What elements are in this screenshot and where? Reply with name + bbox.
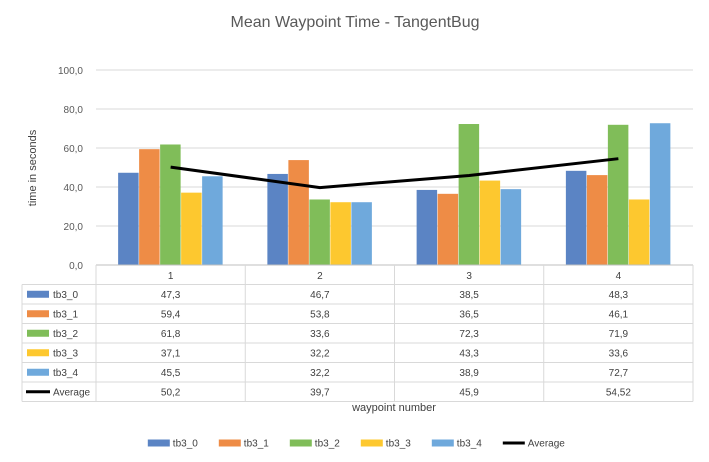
bar-tb3_0: [416, 189, 438, 265]
average-line-group: [170, 157, 619, 190]
y-tick-label: 40,0: [64, 183, 84, 194]
category-label: 3: [466, 271, 472, 282]
table-cell: 36,5: [459, 309, 479, 320]
table-legend-key: [27, 368, 49, 376]
legend-label: tb3_2: [315, 439, 340, 450]
y-tick-label: 0,0: [69, 261, 83, 272]
bar-tb3_1: [288, 160, 309, 265]
table-cell: 47,3: [161, 290, 181, 301]
table-cell: 37,1: [161, 348, 181, 359]
table-cell: 32,2: [310, 368, 330, 379]
table-legend-key: [27, 349, 49, 357]
average-line: [170, 157, 619, 190]
table-cell: 43,3: [459, 348, 479, 359]
table-cell: 72,7: [609, 368, 629, 379]
table-series-name: tb3_2: [53, 329, 78, 340]
table-cell: 61,8: [161, 329, 181, 340]
legend: tb3_0 tb3_1 tb3_2 tb3_3 tb3_4 Average: [147, 439, 566, 450]
legend-label: tb3_1: [244, 439, 269, 450]
table-series-name: tb3_3: [53, 348, 78, 359]
table-cell: 32,2: [310, 348, 330, 359]
table-legend-key: [27, 310, 49, 318]
legend-label: tb3_0: [173, 439, 198, 450]
y-axis-ticks: 0,0 20,0 40,0 60,0 80,0 100,0: [58, 66, 83, 272]
y-tick-label: 100,0: [58, 66, 83, 77]
bar-tb3_0: [267, 173, 288, 265]
category-label: 4: [616, 271, 622, 282]
table-series-name: Average: [53, 387, 91, 398]
table-cell: 33,6: [310, 329, 330, 340]
bar-tb3_3: [628, 199, 650, 265]
x-axis-label: waypoint number: [351, 402, 436, 414]
category-label: 1: [168, 271, 174, 282]
table-legend-key: [27, 329, 49, 337]
bar-tb3_3: [479, 180, 501, 265]
table-cell: 71,9: [609, 329, 629, 340]
bar-tb3_2: [309, 199, 330, 265]
table-series-name: tb3_4: [53, 368, 78, 379]
table-cell: 50,2: [161, 387, 181, 398]
chart-title: Mean Waypoint Time - TangentBug: [230, 14, 479, 31]
legend-key-tb3_2: [289, 439, 312, 447]
y-tick-label: 80,0: [64, 105, 84, 116]
data-table: 1 2 3 4 tb3_0 47,3 46,7 38,5 48,3 tb3_1 59,4 53,8 36…: [21, 264, 694, 402]
bar-tb3_2: [160, 144, 181, 265]
table-legend-key: [27, 290, 49, 298]
table-cell: 48,3: [609, 290, 629, 301]
table-cell: 45,5: [161, 368, 181, 379]
bar-tb3_4: [351, 202, 372, 265]
y-axis-label: time in seconds: [27, 129, 39, 206]
bar-tb3_0: [118, 172, 139, 265]
bar-tb3_3: [330, 202, 351, 265]
y-tick-label: 60,0: [64, 144, 84, 155]
table-cell: 59,4: [161, 309, 181, 320]
table-cell: 33,6: [609, 348, 629, 359]
bar-tb3_4: [649, 123, 671, 265]
legend-label: tb3_3: [386, 439, 411, 450]
table-cell: 72,3: [459, 329, 479, 340]
bar-tb3_1: [139, 149, 160, 265]
bar-tb3_0: [565, 170, 587, 265]
bar-tb3_1: [437, 193, 459, 265]
table-cell: 38,9: [459, 368, 479, 379]
legend-key-tb3_3: [360, 439, 383, 447]
bar-tb3_3: [181, 192, 202, 265]
table-cell: 53,8: [310, 309, 330, 320]
category-label: 2: [317, 271, 323, 282]
bar-tb3_1: [586, 175, 608, 265]
table-cell: 45,9: [459, 387, 479, 398]
table-series-name: tb3_0: [53, 290, 78, 301]
table-cell: 46,1: [609, 309, 629, 320]
table-series-name: tb3_1: [53, 309, 78, 320]
table-cell: 38,5: [459, 290, 479, 301]
bar-tb3_2: [458, 124, 480, 265]
y-tick-label: 20,0: [64, 222, 84, 233]
bar-tb3_2: [607, 124, 629, 265]
legend-label: tb3_4: [457, 439, 482, 450]
legend-key-tb3_0: [147, 439, 170, 447]
table-cell: 46,7: [310, 290, 330, 301]
bar-tb3_4: [202, 176, 223, 265]
table-cell: 54,52: [606, 387, 631, 398]
legend-key-tb3_1: [218, 439, 241, 447]
legend-key-tb3_4: [431, 439, 454, 447]
bar-tb3_4: [500, 189, 522, 265]
table-cell: 39,7: [310, 387, 330, 398]
legend-label: Average: [528, 439, 566, 450]
bars: [118, 123, 671, 265]
